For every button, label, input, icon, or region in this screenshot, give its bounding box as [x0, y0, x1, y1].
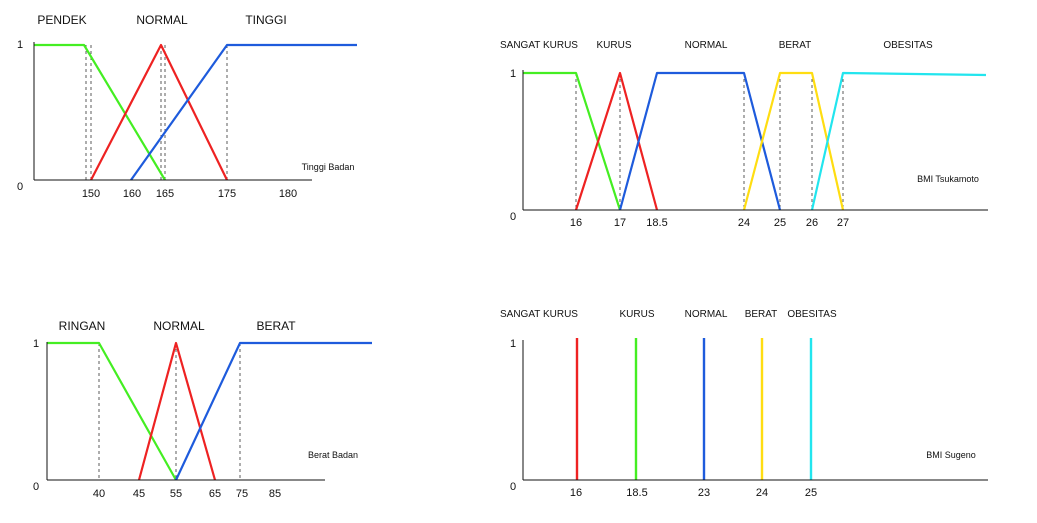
set-label-obesitas: OBESITAS: [883, 40, 933, 51]
x-axis-label: BMI Tsukamoto: [917, 174, 979, 184]
x-axis-label: Berat Badan: [308, 450, 358, 460]
set-label-berat: BERAT: [745, 309, 778, 320]
set-label-ringan: RINGAN: [59, 319, 106, 333]
membership-series: [47, 341, 372, 481]
set-label-obesitas: OBESITAS: [787, 309, 837, 320]
x-tick-85: 85: [269, 488, 281, 500]
set-label-normal: NORMAL: [153, 319, 205, 333]
y-tick-0: 0: [510, 481, 516, 493]
x-tick-180: 180: [279, 188, 297, 200]
set-label-sangat-kurus: SANGAT KURUS: [500, 309, 578, 320]
set-label-kurus: KURUS: [619, 309, 654, 320]
series-normal: [618, 71, 782, 211]
x-axis-label: Tinggi Badan: [302, 162, 355, 172]
membership-series: [523, 71, 987, 211]
x-tick-25: 25: [805, 487, 817, 499]
x-tick-45: 45: [133, 488, 145, 500]
x-tick-27: 27: [837, 217, 849, 229]
x-tick-175: 175: [218, 188, 236, 200]
set-label-normal: NORMAL: [685, 309, 728, 320]
chart-bmi-sugeno: SANGAT KURUS KURUS NORMAL BERAT OBESITAS…: [500, 309, 988, 499]
y-tick-1: 1: [510, 68, 516, 80]
series-obesitas: [810, 71, 987, 211]
singleton-series: [575, 338, 813, 480]
set-label-tinggi: TINGGI: [245, 13, 286, 27]
x-tick-26: 26: [806, 217, 818, 229]
set-label-berat: BERAT: [779, 40, 812, 51]
series-pendek: [34, 43, 166, 181]
chart-berat-badan: RINGAN NORMAL BERAT 1 0 40 45 55 65 75 8…: [33, 319, 372, 500]
series-normal: [90, 43, 228, 181]
guide-lines: [85, 45, 228, 180]
x-tick-23: 23: [698, 487, 710, 499]
x-tick-75: 75: [236, 488, 248, 500]
x-tick-16: 16: [570, 487, 582, 499]
x-tick-16: 16: [570, 217, 582, 229]
set-label-pendek: PENDEK: [37, 13, 86, 27]
x-tick-24: 24: [756, 487, 768, 499]
x-tick-18-5: 18.5: [646, 217, 667, 229]
x-axis-label: BMI Sugeno: [926, 450, 976, 460]
set-label-berat: BERAT: [256, 319, 296, 333]
y-tick-1: 1: [33, 338, 39, 350]
x-tick-165: 165: [156, 188, 174, 200]
series-kurus: [574, 71, 659, 211]
y-tick-1: 1: [17, 39, 23, 51]
chart-bmi-tsukamoto: SANGAT KURUS KURUS NORMAL BERAT OBESITAS…: [500, 40, 988, 229]
guide-lines: [98, 343, 241, 480]
series-berat: [175, 341, 372, 481]
x-tick-150: 150: [82, 188, 100, 200]
x-tick-24: 24: [738, 217, 750, 229]
series-sangat-kurus: [523, 71, 622, 211]
x-tick-17: 17: [614, 217, 626, 229]
set-label-normal: NORMAL: [136, 13, 188, 27]
y-tick-1: 1: [510, 338, 516, 350]
series-tinggi: [130, 43, 357, 181]
set-label-kurus: KURUS: [596, 40, 631, 51]
y-tick-0: 0: [17, 181, 23, 193]
x-tick-18-5: 18.5: [626, 487, 647, 499]
guide-lines: [575, 73, 844, 210]
y-tick-0: 0: [33, 481, 39, 493]
x-tick-40: 40: [93, 488, 105, 500]
x-tick-160: 160: [123, 188, 141, 200]
set-label-sangat-kurus: SANGAT KURUS: [500, 40, 578, 51]
series-normal: [137, 341, 217, 481]
chart-tinggi-badan: PENDEK NORMAL TINGGI 1 0 150 160 165 175…: [17, 13, 357, 200]
x-tick-65: 65: [209, 488, 221, 500]
x-tick-25: 25: [774, 217, 786, 229]
y-tick-0: 0: [510, 211, 516, 223]
membership-series: [34, 43, 357, 181]
set-label-normal: NORMAL: [685, 40, 728, 51]
x-tick-55: 55: [170, 488, 182, 500]
